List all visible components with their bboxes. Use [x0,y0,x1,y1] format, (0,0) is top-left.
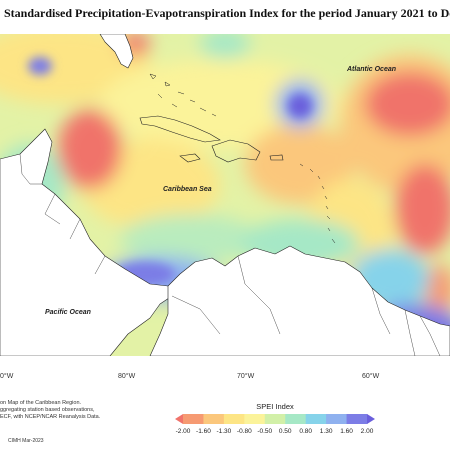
spei-extreme-dry-atlantic-north [365,72,450,136]
legend-swatch [285,414,307,424]
legend-tick-label: -0.80 [236,428,252,435]
spei-neutral-gulf [100,59,340,149]
legend-swatch [326,414,348,424]
spei-legend [175,412,375,431]
legend-tick-label: 1.30 [319,428,333,435]
spei-map-canvas [0,34,450,356]
cuba-outline [139,115,221,143]
label-atlantic-ocean: Atlantic Ocean [347,66,397,73]
legend-swatch [223,414,245,424]
spei-extreme-dry-atlantic-east [395,164,450,254]
note-line: ggregating station based observations, [0,407,95,413]
central-america-land [0,128,173,356]
spei-extreme-dry-yucatan [58,109,122,189]
legend-tick-label: -1.60 [196,428,211,435]
legend-swatch [346,414,368,424]
legend-tick-label: -1.30 [216,428,232,435]
country-borders [19,153,441,356]
hispaniola-outline [211,139,261,163]
bahamas-islands [149,73,217,117]
legend-swatch [264,414,286,424]
legend-colorbar [175,414,375,424]
spei-wet-south-caribbean [120,214,260,264]
legend-tick-label: -0.50 [257,428,273,435]
legend-tick-label: 0.50 [278,428,292,435]
longitude-label-70w: 70°W [237,373,255,380]
map-notes: on Map of the Caribbean Region. ggregati… [0,400,100,421]
legend-tick-label: 1.60 [340,428,353,435]
legend-arrow-high [367,414,375,424]
legend-swatch [305,414,327,424]
florida-land [99,34,134,69]
spei-extreme-wet-atlantic-core [288,94,312,118]
legend-swatch [244,414,266,424]
map-title: Standardised Precipitation-Evapotranspir… [4,6,450,20]
legend-tick-label: -2.00 [175,428,191,435]
spei-map [0,34,450,356]
lesser-antilles [299,163,336,244]
puerto-rico-outline [269,154,284,161]
longitude-label-80w: 80°W [118,373,136,380]
label-pacific-ocean: Pacific Ocean [45,309,91,316]
jamaica-outline [179,153,201,163]
note-line: ECF, with NCEP/NCAR Reanalysis Data. [0,414,101,420]
spei-dry-guiana [425,264,450,314]
legend-arrow-low [175,414,183,424]
label-caribbean-sea: Caribbean Sea [163,186,212,193]
credit-text: CIMH Mar-2023 [8,438,44,444]
longitude-label-60w: 60°W [362,373,380,380]
legend-title: SPEI Index [256,402,294,411]
south-america-land [149,245,450,356]
legend-swatch [203,414,225,424]
legend-swatch [183,414,204,424]
legend-tick-label: 2.00 [360,428,374,435]
longitude-label-90w: 0°W [0,373,14,380]
legend-tick-label: 0.80 [299,428,312,435]
note-line: on Map of the Caribbean Region. [0,400,82,406]
spei-extreme-wet-gulf [28,57,52,75]
spei-wet-bahamas [200,34,250,59]
